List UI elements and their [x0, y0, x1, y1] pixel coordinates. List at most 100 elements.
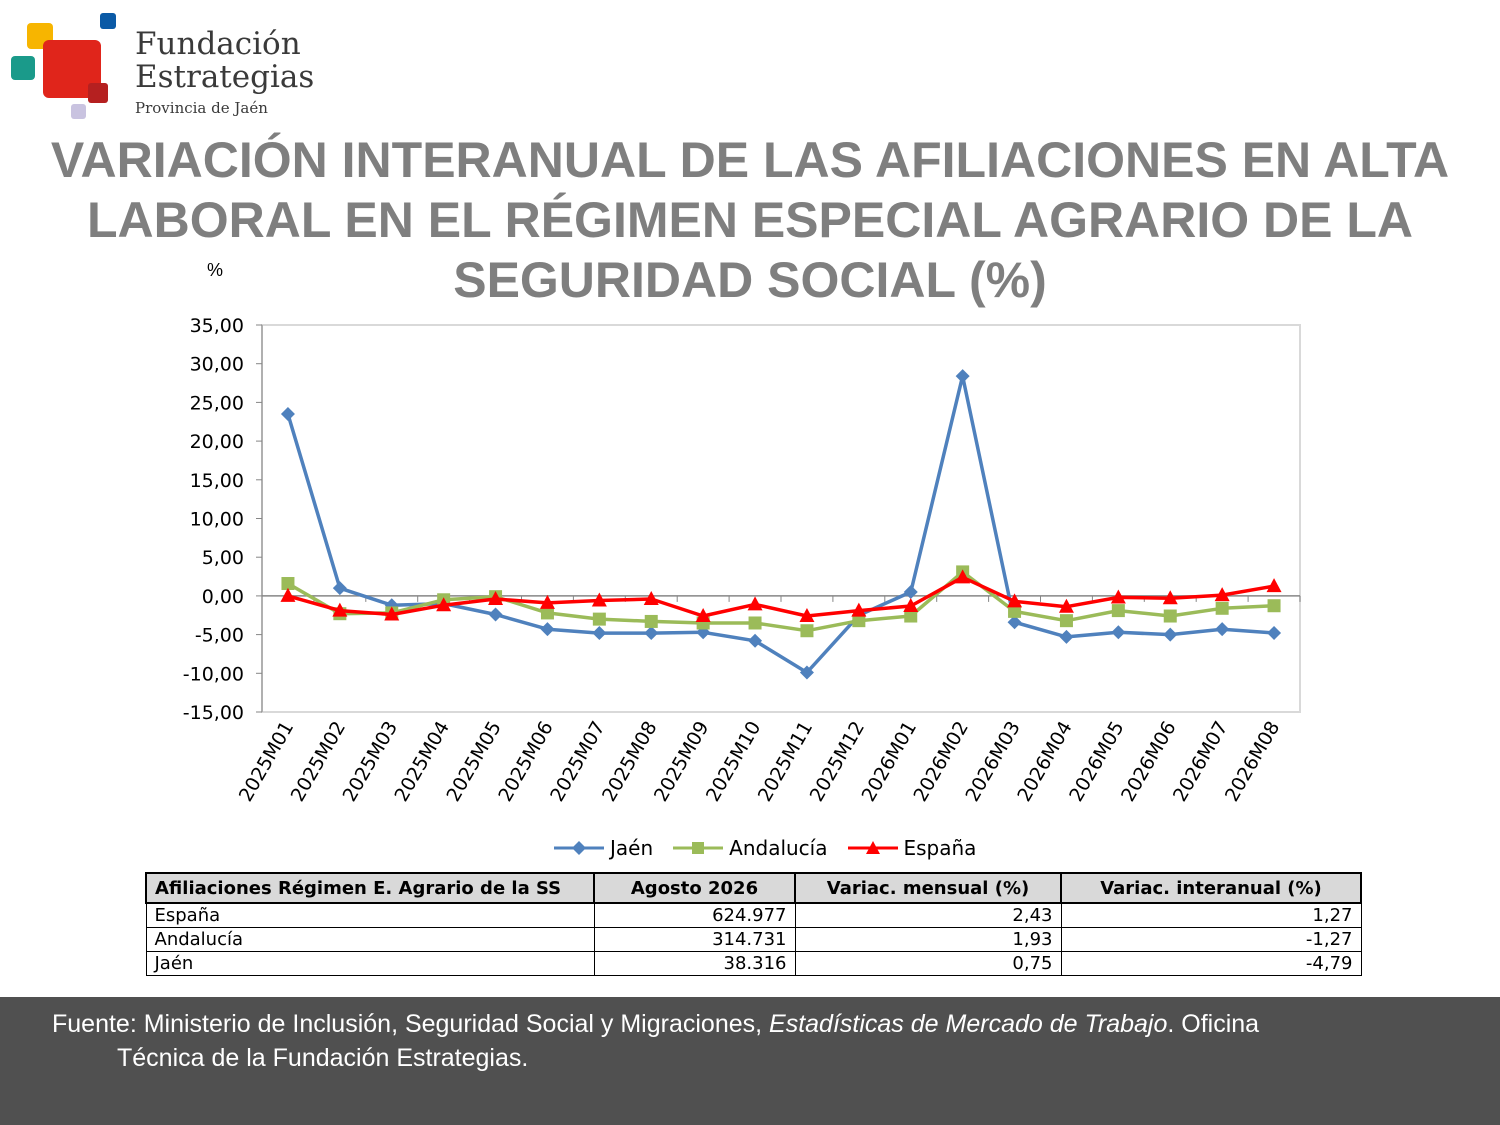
data-point-square — [904, 609, 918, 623]
table-cell: Jaén — [145, 951, 595, 976]
table-row: Andalucía 314.731 1,93 -1,27 — [145, 927, 1362, 952]
data-point-triangle — [1110, 589, 1126, 604]
page-title: VARIACIÓN INTERANUAL DE LAS AFILIACIONES… — [50, 132, 1450, 308]
logo-line-2: Estrategias — [135, 59, 315, 95]
table-row: España 624.977 2,43 1,27 — [145, 902, 1362, 928]
table-cell: 624.977 — [593, 902, 796, 928]
table-cell: España — [145, 902, 595, 928]
data-point-diamond — [903, 585, 918, 600]
table-cell: 38.316 — [593, 951, 796, 976]
data-point-square — [748, 616, 762, 630]
data-point-square — [1267, 599, 1281, 613]
data-point-triangle — [1162, 590, 1178, 605]
data-point-square — [281, 577, 295, 591]
source-footer: Fuente: Ministerio de Inclusión, Segurid… — [0, 997, 1500, 1125]
table-cell: 314.731 — [593, 927, 796, 952]
summary-table: Afiliaciones Régimen E. Agrario de la SS… — [145, 872, 1362, 976]
series-line — [287, 570, 1275, 633]
legend-label-jaen: Jaén — [610, 836, 654, 860]
data-point-diamond — [1163, 627, 1178, 642]
y-tick-label: -5,00 — [195, 625, 244, 647]
data-point-diamond — [799, 665, 814, 680]
data-point-triangle — [747, 596, 763, 611]
data-point-square — [1008, 604, 1022, 618]
data-point-diamond — [1007, 615, 1022, 630]
data-point-square — [540, 606, 554, 620]
source-line-1: Fuente: Ministerio de Inclusión, Segurid… — [52, 1007, 1430, 1041]
data-point-triangle — [695, 608, 711, 623]
table-cell: 1,27 — [1060, 902, 1362, 928]
y-axis-unit-label: % — [207, 260, 224, 280]
data-point-square — [592, 612, 606, 626]
data-point-triangle — [955, 569, 971, 584]
y-tick-label: 20,00 — [190, 431, 244, 453]
data-point-triangle — [1058, 598, 1074, 613]
table-cell: -4,79 — [1060, 951, 1362, 976]
data-point-square — [800, 624, 814, 638]
data-point-diamond — [1111, 625, 1126, 640]
logo-line-3: Provincia de Jaén — [135, 99, 268, 117]
source-italic: Estadísticas de Mercado de Trabajo — [769, 1010, 1168, 1038]
legend-item-jaen: Jaén — [552, 836, 653, 860]
logo-text: Fundación Estrategias Provincia de Jaén — [135, 26, 315, 118]
legend-item-andalucia: Andalucía — [671, 836, 828, 860]
data-point-triangle — [280, 587, 296, 602]
data-point-square — [852, 614, 866, 628]
table-cell: Andalucía — [145, 927, 595, 952]
series-line — [287, 575, 1275, 618]
legend-label-espana: España — [903, 836, 977, 860]
data-point-triangle — [1266, 578, 1282, 593]
chart-legend: Jaén Andalucía España — [552, 836, 976, 860]
legend-label-andalucia: Andalucía — [729, 836, 828, 860]
data-point-diamond — [1267, 625, 1282, 640]
line-chart: 35,00 30,00 25,00 20,00 15,00 10,00 5,00 0,00 -5… — [183, 315, 1301, 806]
data-point-diamond — [644, 626, 659, 641]
data-point-triangle — [1007, 593, 1023, 608]
logo-square-lilac — [71, 104, 86, 119]
source-line-2: Técnica de la Fundación Estrategias. — [117, 1044, 529, 1072]
data-point-square — [1059, 614, 1073, 628]
y-tick-label: 15,00 — [190, 470, 244, 492]
data-point-square — [1111, 604, 1125, 618]
data-point-diamond — [488, 607, 503, 622]
legend-marker-espana — [847, 841, 898, 854]
table-cell: 1,93 — [794, 927, 1062, 952]
data-point-diamond — [280, 407, 295, 422]
data-point-diamond — [1215, 622, 1230, 637]
table-cell: -1,27 — [1060, 927, 1362, 952]
data-point-triangle — [1214, 587, 1230, 602]
data-point-diamond — [332, 581, 347, 596]
data-point-diamond — [540, 622, 555, 637]
data-point-triangle — [539, 594, 555, 609]
data-point-triangle — [799, 608, 815, 623]
y-tick-label: -15,00 — [183, 702, 244, 724]
legend-item-espana: España — [846, 836, 977, 860]
legend-marker-jaen — [554, 841, 604, 855]
logo-line-1: Fundación — [135, 26, 301, 62]
data-point-triangle — [384, 606, 400, 621]
plot-area — [261, 324, 1301, 713]
logo-square-blue — [100, 13, 116, 29]
table-header-cell: Agosto 2026 — [593, 872, 796, 904]
y-tick-label: 25,00 — [190, 392, 244, 414]
y-tick-label: -10,00 — [183, 663, 244, 685]
data-point-triangle — [332, 602, 348, 617]
y-tick-label: 0,00 — [202, 586, 244, 608]
data-point-triangle — [591, 592, 607, 607]
table-header-row: Afiliaciones Régimen E. Agrario de la SS… — [145, 872, 1362, 904]
table-cell: 2,43 — [794, 902, 1062, 928]
data-point-triangle — [903, 597, 919, 612]
y-tick-label: 30,00 — [190, 354, 244, 376]
data-point-square — [1163, 609, 1177, 623]
table-cell: 0,75 — [794, 951, 1062, 976]
table-header-cell: Afiliaciones Régimen E. Agrario de la SS — [145, 872, 595, 904]
data-point-diamond — [748, 633, 763, 648]
data-point-square — [644, 614, 658, 628]
data-point-triangle — [436, 597, 452, 612]
data-point-diamond — [1059, 629, 1074, 644]
data-point-triangle — [643, 590, 659, 605]
source-prefix: Fuente: Ministerio de Inclusión, Segurid… — [52, 1010, 770, 1038]
table-header-cell: Variac. interanual (%) — [1060, 872, 1362, 904]
y-tick-label: 35,00 — [190, 315, 244, 337]
data-point-diamond — [592, 626, 607, 641]
